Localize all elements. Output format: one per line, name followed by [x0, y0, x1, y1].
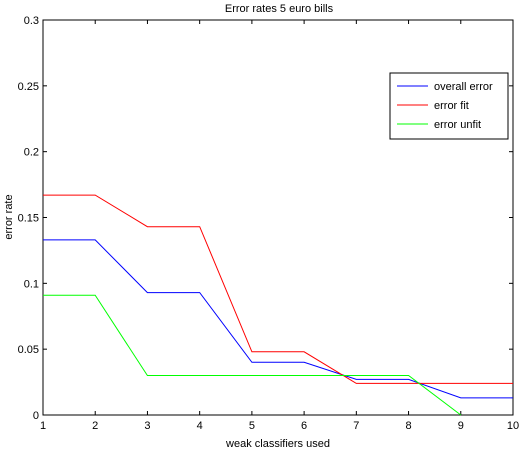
x-tick-label: 6 [301, 420, 307, 432]
y-tick-label: 0.05 [18, 344, 39, 356]
legend-label: overall error [434, 81, 493, 93]
legend: overall error error fit error unfit [390, 73, 508, 139]
y-axis-label: error rate [3, 194, 15, 239]
x-tick-label: 3 [144, 420, 150, 432]
x-tick-label: 2 [92, 420, 98, 432]
x-tick-label: 1 [40, 420, 46, 432]
x-tick-label: 9 [458, 420, 464, 432]
x-tick-label: 7 [353, 420, 359, 432]
y-tick-label: 0.1 [24, 278, 39, 290]
chart-title: Error rates 5 euro bills [225, 3, 334, 15]
legend-label: error unfit [434, 119, 481, 131]
legend-label: error fit [434, 100, 469, 112]
y-tick-label: 0.2 [24, 147, 39, 159]
x-tick-label: 4 [197, 420, 203, 432]
y-tick-label: 0.25 [18, 81, 39, 93]
y-tick-label: 0.3 [24, 15, 39, 27]
y-tick-label: 0 [33, 410, 39, 422]
y-tick-label: 0.15 [18, 213, 39, 225]
x-tick-label: 8 [405, 420, 411, 432]
x-tick-label: 5 [249, 420, 255, 432]
x-axis-label: weak classifiers used [225, 438, 330, 450]
x-tick-label: 10 [507, 420, 519, 432]
